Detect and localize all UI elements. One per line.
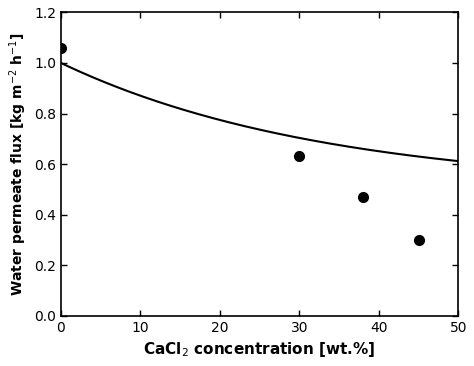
Point <box>415 237 422 243</box>
Point <box>296 153 303 159</box>
Y-axis label: Water permeate flux [kg m$^{-2}$ h$^{-1}$]: Water permeate flux [kg m$^{-2}$ h$^{-1}… <box>7 32 28 296</box>
X-axis label: CaCl$_2$ concentration [wt.%]: CaCl$_2$ concentration [wt.%] <box>143 340 376 359</box>
Point <box>57 45 65 51</box>
Point <box>359 194 367 200</box>
